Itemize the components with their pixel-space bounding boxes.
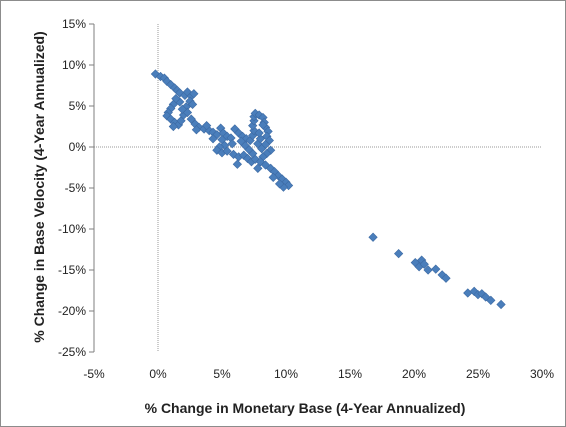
data-point-diamond bbox=[419, 259, 429, 269]
data-point-diamond bbox=[191, 125, 202, 135]
x-tick-label: 15% bbox=[338, 367, 362, 381]
y-tick-label: -25% bbox=[58, 345, 86, 359]
data-point-diamond bbox=[254, 110, 264, 120]
y-tick-label: -5% bbox=[65, 181, 87, 195]
x-tick-label: 20% bbox=[402, 367, 426, 381]
reference-lines bbox=[94, 24, 542, 352]
data-point-diamond bbox=[431, 264, 441, 274]
x-axis-title: % Change in Monetary Base (4-Year Annual… bbox=[145, 400, 466, 416]
y-tick-label: 5% bbox=[69, 99, 87, 113]
y-tick-label: -20% bbox=[58, 304, 86, 318]
data-point-diamond bbox=[222, 146, 232, 156]
data-point-diamond bbox=[168, 121, 178, 132]
y-tick-label: 15% bbox=[62, 17, 86, 31]
x-axis-ticks: -5% 0% 5% 10% 15% 20% 25% 30% bbox=[83, 367, 554, 381]
y-axis-ticks: 15% 10% 5% 0% -5% -10% -15% -20% -25% bbox=[58, 17, 94, 359]
data-point-diamond bbox=[254, 128, 264, 138]
data-point-diamond bbox=[177, 104, 187, 114]
data-point-diamond bbox=[208, 134, 218, 144]
data-point-diamond bbox=[496, 299, 506, 310]
data-point-diamond bbox=[423, 265, 433, 275]
data-point-diamond bbox=[175, 88, 185, 98]
x-tick-label: -5% bbox=[83, 367, 105, 381]
data-point-diamond bbox=[441, 273, 451, 283]
data-point-diamond bbox=[150, 69, 161, 79]
data-point-diamond bbox=[274, 179, 285, 189]
data-point-diamond bbox=[202, 121, 212, 131]
y-tick-label: -10% bbox=[58, 222, 86, 236]
y-tick-label: 10% bbox=[62, 58, 86, 72]
data-point-diamond bbox=[268, 172, 278, 182]
data-point-diamond bbox=[258, 120, 268, 130]
x-tick-label: 25% bbox=[466, 367, 490, 381]
x-tick-label: 0% bbox=[149, 367, 167, 381]
x-tick-label: 30% bbox=[530, 367, 554, 381]
data-points bbox=[150, 69, 506, 310]
y-axis-title: % Change in Base Velocity (4-Year Annual… bbox=[31, 31, 47, 342]
data-point-diamond bbox=[368, 232, 378, 242]
data-point-diamond bbox=[227, 139, 237, 149]
data-point-diamond bbox=[463, 288, 473, 298]
data-point-diamond bbox=[187, 99, 198, 109]
data-point-diamond bbox=[266, 145, 276, 155]
data-point-diamond bbox=[232, 159, 242, 169]
y-tick-label: 0% bbox=[69, 140, 87, 154]
data-point-diamond bbox=[189, 89, 199, 99]
data-point-diamond bbox=[486, 295, 496, 305]
data-point-diamond bbox=[253, 163, 263, 173]
data-point-diamond bbox=[394, 248, 404, 259]
x-tick-label: 5% bbox=[213, 367, 231, 381]
x-tick-label: 10% bbox=[274, 367, 298, 381]
data-point-diamond bbox=[236, 136, 246, 146]
y-tick-label: -15% bbox=[58, 263, 86, 277]
